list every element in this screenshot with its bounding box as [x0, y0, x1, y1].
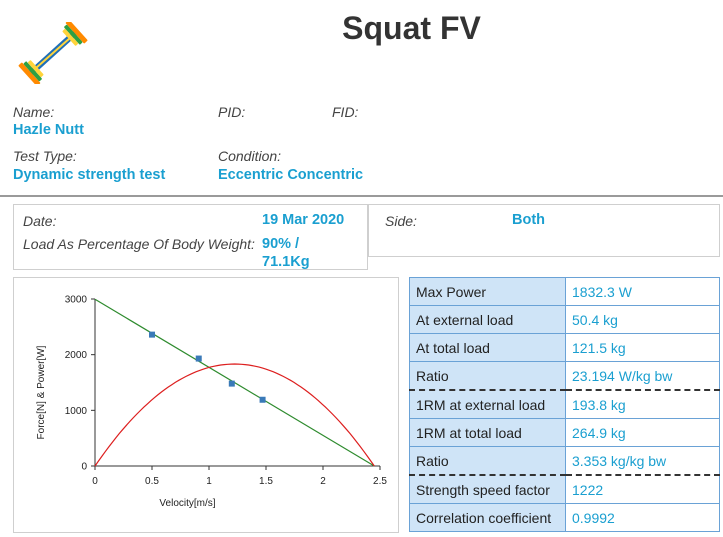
result-value: 193.8 kg — [565, 389, 720, 419]
result-value: 121.5 kg — [565, 333, 720, 362]
result-row: Max Power 1832.3 W — [409, 277, 720, 306]
result-label: Strength speed factor — [409, 474, 566, 504]
result-row: At total load 121.5 kg — [409, 333, 720, 362]
side-box — [368, 204, 720, 257]
power-curve — [94, 363, 375, 467]
result-row: Correlation coefficient 0.9992 — [409, 503, 720, 532]
x-axis-label: Velocity[m/s] — [159, 498, 215, 509]
condition-value: Eccentric Concentric — [218, 167, 364, 183]
result-value: 264.9 kg — [565, 418, 720, 447]
load-label: Load As Percentage Of Body Weight: — [23, 236, 255, 252]
results-panel: Max Power 1832.3 W At external load 50.4 kg… — [409, 277, 720, 532]
x-tick-label: 0.5 — [145, 476, 159, 487]
y-tick-label: 1000 — [65, 406, 88, 417]
condition-label: Condition: — [218, 148, 282, 164]
x-tick-label: 2 — [320, 476, 326, 487]
result-label: Max Power — [409, 277, 566, 306]
force-velocity-chart: 0 1000 2000 3000 0 0.5 1 1.5 2 2.5 Velocity[m/s] Fo… — [36, 295, 387, 510]
result-row: 1RM at external load 193.8 kg — [409, 389, 720, 419]
data-point — [259, 396, 266, 403]
result-label: At total load — [409, 333, 566, 362]
result-label: Ratio — [409, 446, 566, 476]
divider — [0, 195, 723, 197]
load-value-line1: 90% / — [262, 236, 300, 252]
result-label: 1RM at external load — [409, 389, 566, 419]
name-value: Hazle Nutt — [13, 122, 84, 138]
data-point — [149, 331, 155, 338]
result-label: Correlation coefficient — [409, 503, 566, 532]
test-type-value: Dynamic strength test — [13, 167, 166, 183]
result-row: Ratio 23.194 W/kg bw — [409, 361, 720, 391]
y-tick-label: 2000 — [65, 350, 88, 361]
result-value: 50.4 kg — [565, 305, 720, 334]
result-value: 0.9992 — [565, 503, 720, 532]
chart-panel: 0 1000 2000 3000 0 0.5 1 1.5 2 2.5 Velocity[m/s] Fo… — [13, 277, 399, 533]
y-tick-label: 0 — [81, 462, 87, 473]
result-row: 1RM at total load 264.9 kg — [409, 418, 720, 447]
result-value: 23.194 W/kg bw — [565, 361, 720, 391]
data-point — [195, 355, 202, 362]
result-row: Ratio 3.353 kg/kg bw — [409, 446, 720, 476]
results-table: Max Power 1832.3 W At external load 50.4 kg… — [409, 277, 720, 532]
x-tick-label: 2.5 — [373, 476, 387, 487]
result-value: 1222 — [565, 474, 720, 504]
x-tick-label: 1 — [206, 476, 212, 487]
side-label: Side: — [385, 213, 417, 229]
result-row: Strength speed factor 1222 — [409, 474, 720, 504]
page-title: Squat FV — [342, 10, 481, 46]
fid-label: FID: — [332, 104, 359, 120]
session-box — [13, 204, 368, 270]
date-value: 19 Mar 2020 — [262, 212, 345, 228]
result-label: Ratio — [409, 361, 566, 391]
result-row: At external load 50.4 kg — [409, 305, 720, 334]
result-label: At external load — [409, 305, 566, 334]
test-type-label: Test Type: — [13, 148, 77, 164]
data-point — [228, 380, 235, 387]
load-value-line2: 71.1Kg — [262, 254, 310, 270]
result-value: 3.353 kg/kg bw — [565, 446, 720, 476]
date-label: Date: — [23, 213, 57, 229]
side-value: Both — [512, 212, 546, 228]
pid-label: PID: — [218, 104, 246, 120]
result-label: 1RM at total load — [409, 418, 566, 447]
name-label: Name: — [13, 104, 55, 120]
y-axis-label: Force[N] & Power[W] — [36, 345, 47, 439]
result-value: 1832.3 W — [565, 277, 720, 306]
x-tick-label: 0 — [92, 476, 98, 487]
x-tick-label: 1.5 — [259, 476, 273, 487]
y-tick-label: 3000 — [65, 295, 88, 306]
barbell-logo-icon — [18, 19, 88, 87]
